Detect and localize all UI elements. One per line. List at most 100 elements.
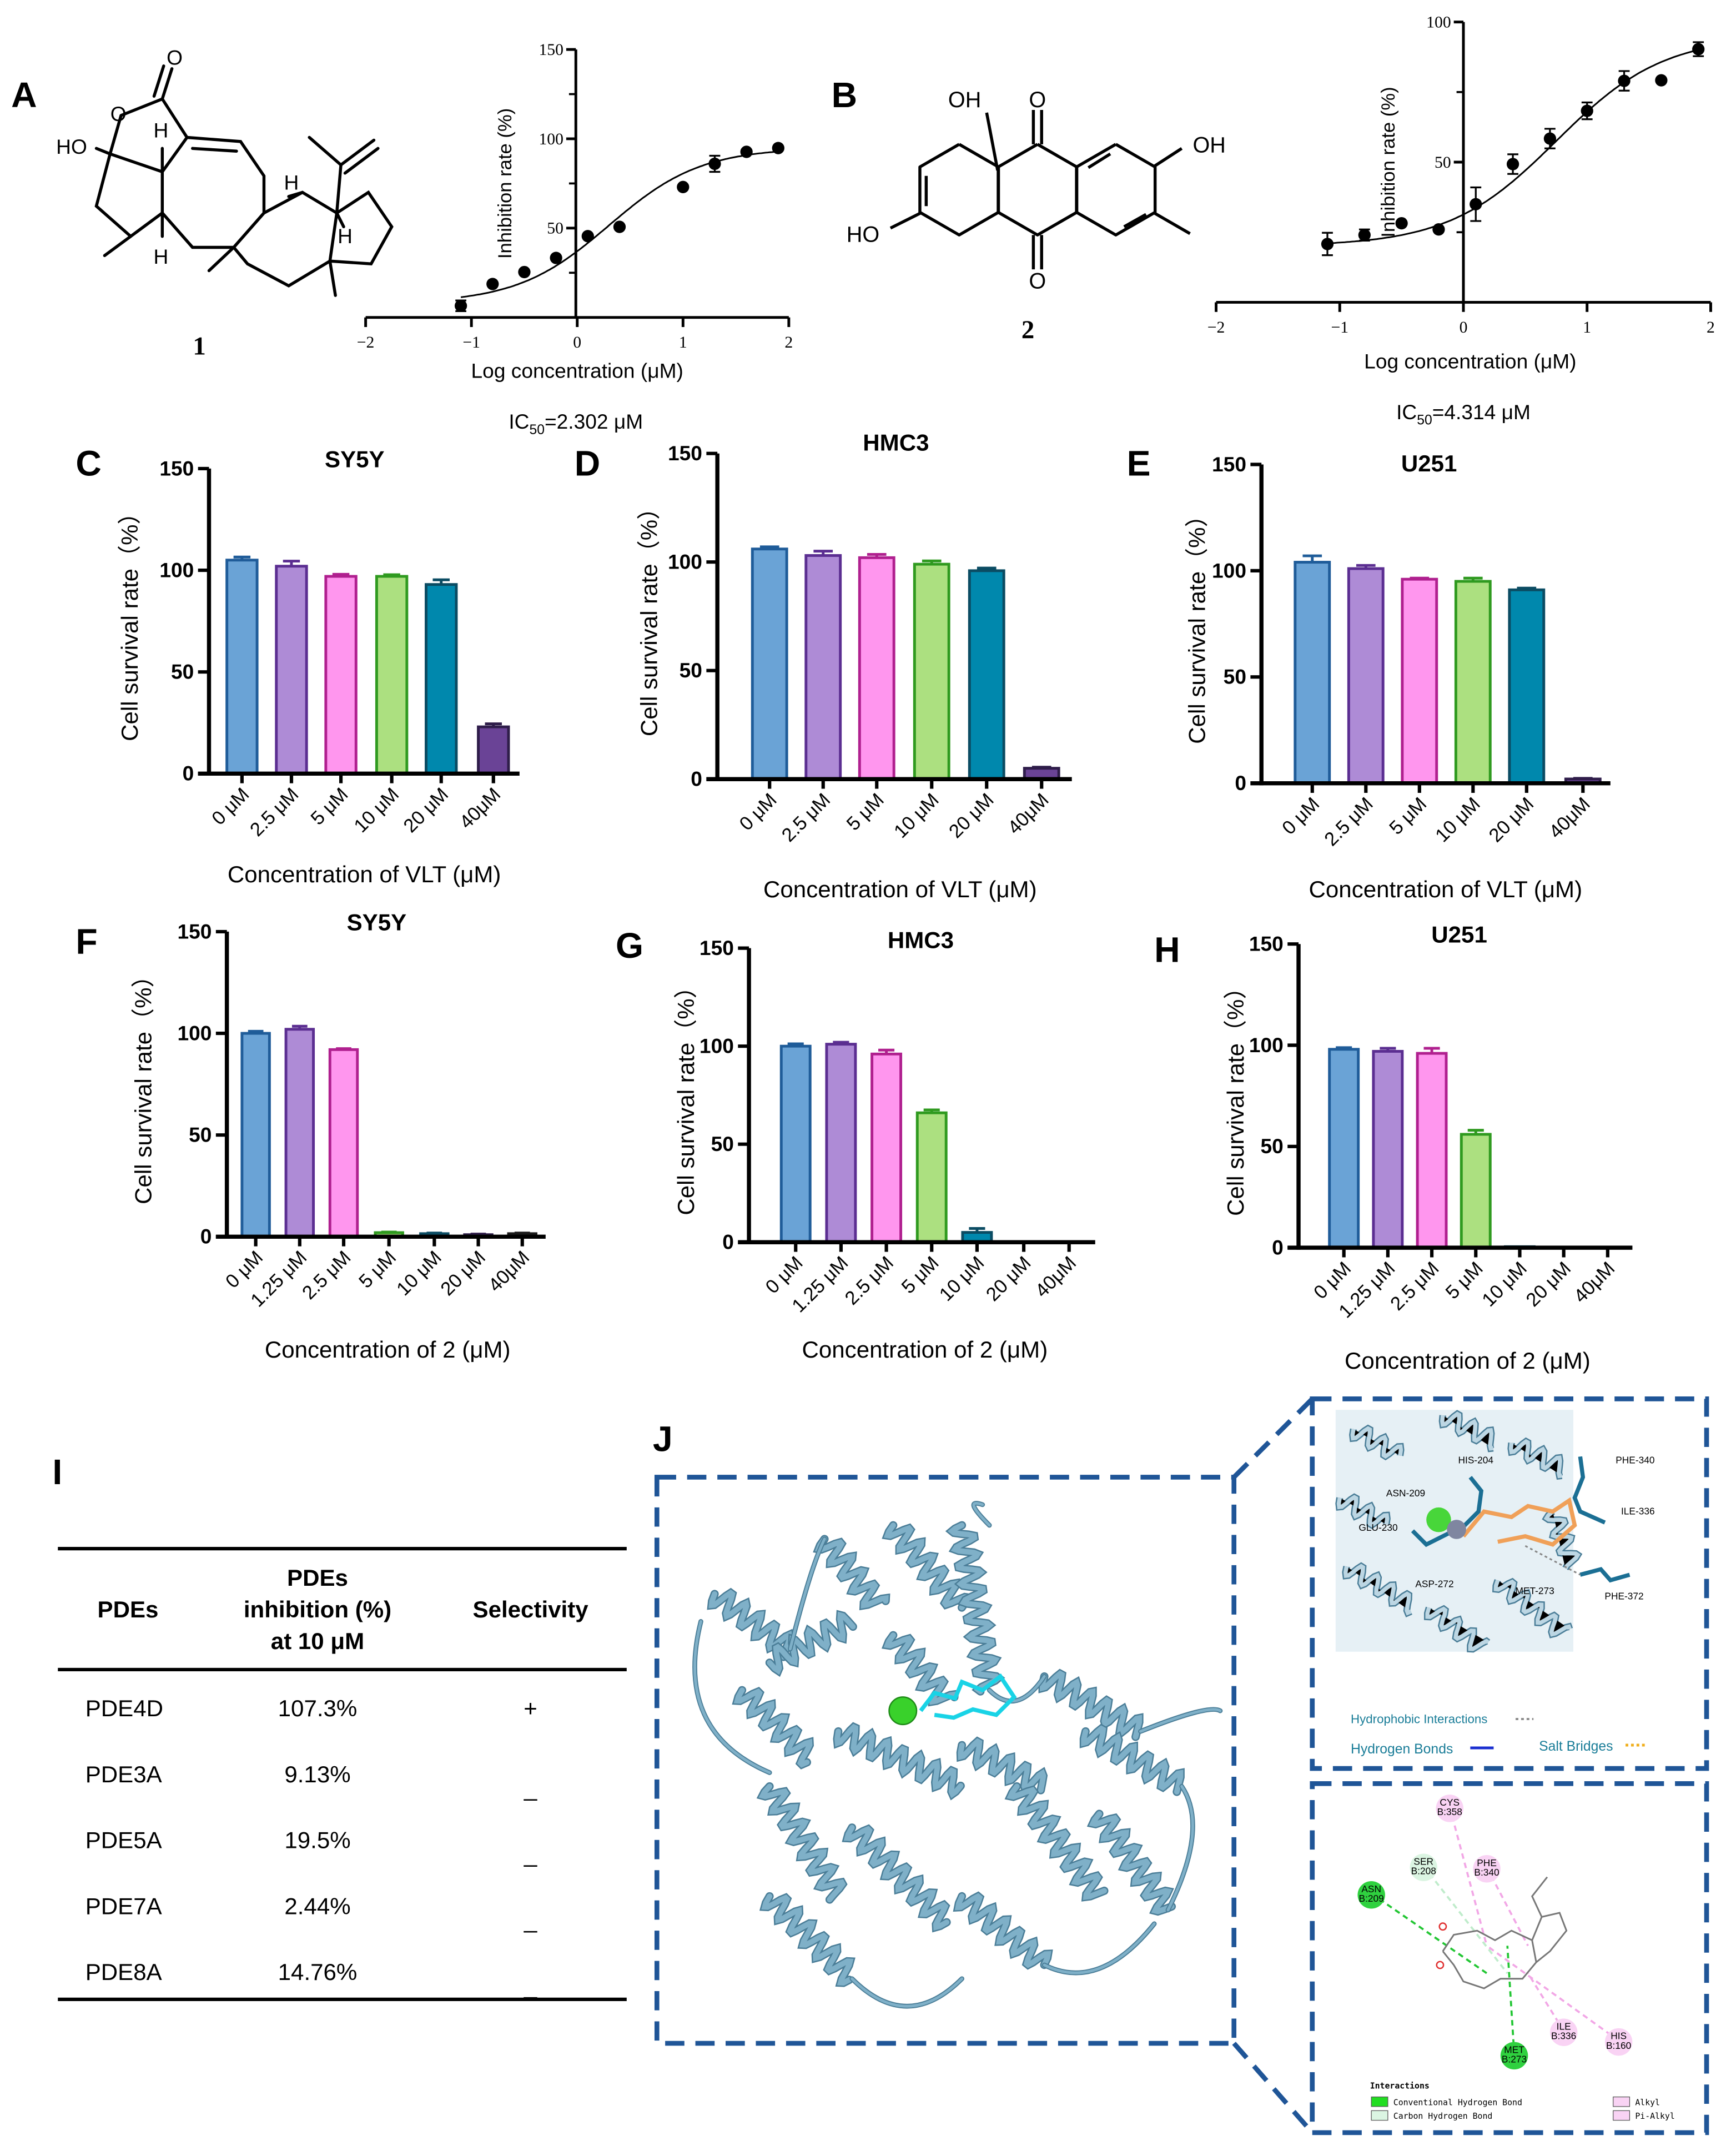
data-point	[1470, 198, 1482, 210]
helix	[814, 1536, 889, 1609]
helix	[1493, 1579, 1572, 1637]
x-tick-label: 5 μM	[843, 790, 888, 835]
residue-label: ILE-336	[1621, 1505, 1655, 1516]
x-tick-label: 0 μM	[736, 790, 781, 835]
magnesium-ion	[888, 1696, 918, 1726]
bar	[225, 559, 259, 775]
chart-title: U251	[1401, 450, 1457, 476]
x-tick-label: 20 μM	[1522, 1258, 1575, 1311]
bar	[1401, 577, 1438, 785]
ic50-prefix: IC	[509, 410, 529, 433]
y-tick-label: 100	[1212, 559, 1246, 582]
y-tick-label: 100	[159, 558, 194, 581]
x-tick-label: 40μM	[1545, 793, 1594, 843]
residue-circle	[1473, 1855, 1501, 1883]
x-tick-label: 40μM	[485, 1247, 534, 1296]
bond	[328, 190, 394, 265]
panel-label-B: B	[832, 75, 857, 115]
residue-name: PHE	[1477, 1857, 1497, 1868]
atom-label: H	[153, 245, 168, 268]
interaction-line	[1422, 1865, 1508, 1974]
residue-circle	[1357, 1881, 1385, 1909]
x-tick-label: 2	[784, 334, 793, 351]
legend-swatch	[1613, 2110, 1631, 2121]
docking-panel: HIS-204 PHE-340 ASN-209 ILE-336 GLU-230 ASP-2…	[654, 1396, 1709, 2135]
loop	[1139, 1708, 1222, 1733]
y-tick-label: 100	[1426, 13, 1451, 31]
x-tick-label: 2.5 μM	[298, 1247, 355, 1304]
atom-label: H	[284, 171, 299, 194]
x-tick-label: 2.5 μM	[778, 790, 834, 846]
x-tick-label: −1	[1331, 319, 1348, 336]
y-tick-label: 0	[691, 767, 702, 791]
cell-inhibition: 14.76%	[278, 1959, 358, 1985]
atom-label: O	[1029, 88, 1046, 112]
y-tick-label: 50	[171, 660, 194, 684]
residue-label: MET-273	[1516, 1585, 1554, 1596]
y-tick-label: 150	[178, 919, 212, 943]
y-axis-label: Inhibition rate (%)	[1378, 87, 1399, 237]
panel-label-G: G	[616, 926, 643, 966]
y-tick-label: 50	[711, 1132, 734, 1155]
x-tick-label: 1	[679, 334, 687, 351]
y-tick-label: 0	[200, 1225, 212, 1248]
helix	[1425, 1606, 1490, 1651]
oxygen-atom	[1436, 1961, 1445, 1969]
helix	[767, 1611, 856, 1675]
y-tick-label: 150	[539, 41, 563, 59]
x-tick-label: 0 μM	[1278, 793, 1324, 839]
bar	[913, 562, 950, 781]
y-tick-label: 0	[183, 762, 194, 785]
chart-title: HMC3	[888, 927, 954, 953]
loop	[693, 1620, 771, 1774]
bar	[1328, 1048, 1360, 1249]
table-row: PDE4D 107.3% +	[85, 1695, 537, 1721]
helix	[1343, 1564, 1412, 1616]
data-point	[772, 142, 784, 154]
bond	[335, 211, 345, 229]
cell-selectivity: _	[524, 1841, 537, 1867]
atom-label: HO	[56, 135, 87, 158]
residue-name: MET	[1504, 2044, 1524, 2055]
atom-label: H	[153, 118, 168, 142]
cell-inhibition: 9.13%	[284, 1761, 350, 1787]
ring	[918, 143, 1000, 237]
helix	[1040, 1670, 1143, 1740]
y-tick-label: 150	[159, 456, 194, 480]
chart-A: −2 −1 0 1 2 50 100 150 Inhibition rate (%) Log co…	[357, 41, 793, 438]
bar	[870, 1052, 903, 1244]
residue-id: B:209	[1359, 1893, 1384, 1904]
x-tick-label: 2.5 μM	[1386, 1258, 1443, 1315]
loop-outline	[1041, 1921, 1157, 1976]
atom-label: HO	[847, 223, 879, 247]
residue-id: B:273	[1502, 2054, 1527, 2065]
panel-label-J: J	[653, 1419, 673, 1459]
ic50-subscript: 50	[529, 423, 545, 438]
bond	[94, 147, 112, 155]
atom-label: OH	[1192, 133, 1225, 158]
bar	[240, 1032, 271, 1238]
x-tick-label: 20 μM	[1485, 793, 1538, 846]
inset-2d-frame	[1310, 1781, 1709, 2135]
bond	[232, 190, 339, 288]
panel-label-D: D	[575, 443, 600, 483]
legend-salt-bridge: Salt Bridges	[1539, 1739, 1613, 1754]
ic50-value: =4.314 μM	[1432, 400, 1531, 424]
residue-sticks	[1572, 1456, 1606, 1525]
bar	[804, 554, 842, 781]
bar	[328, 1048, 359, 1238]
residue-name: HIS	[1611, 2031, 1627, 2042]
bond	[1123, 213, 1147, 228]
interaction-line	[1506, 1946, 1516, 2054]
bar	[779, 1044, 812, 1244]
x-tick-label: 20 μM	[400, 784, 452, 837]
residue-circle	[1410, 1853, 1437, 1882]
legend-item: Alkyl	[1635, 2098, 1660, 2107]
x-axis-label: Concentration of VLT (μM)	[763, 876, 1037, 902]
